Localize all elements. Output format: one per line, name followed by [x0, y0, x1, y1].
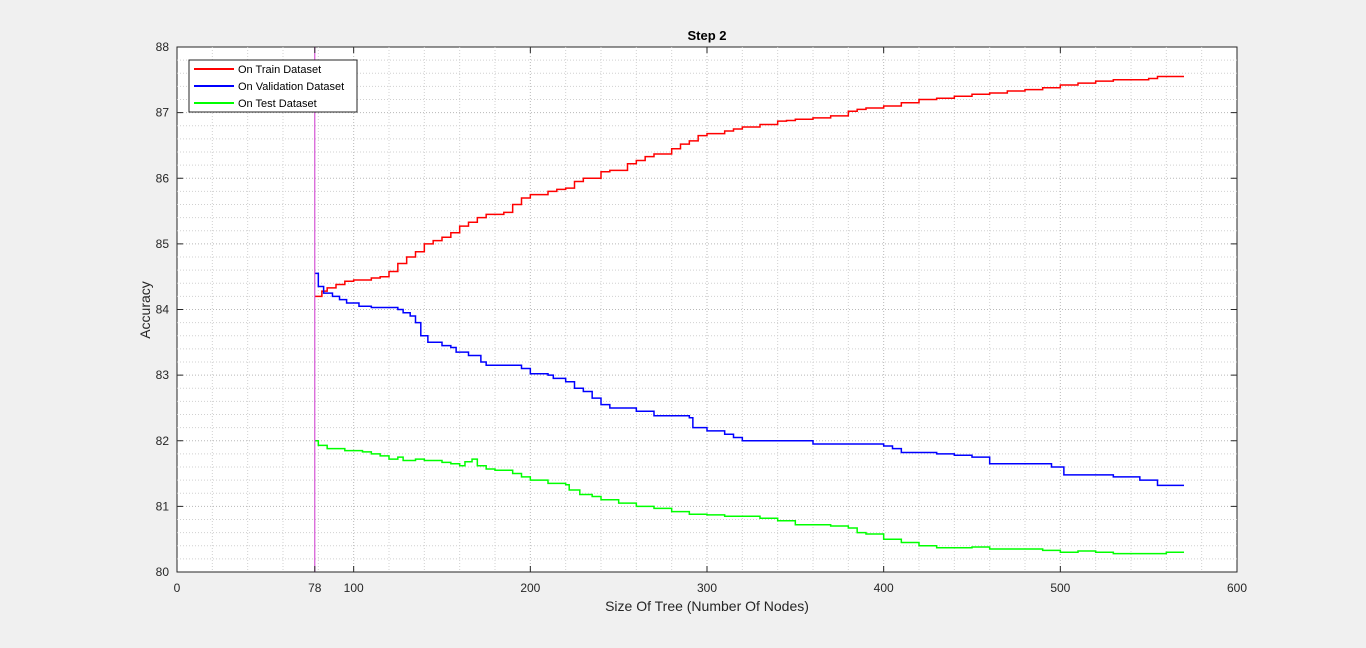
series-line-on-test-dataset — [314, 440, 1184, 555]
x-tick-label: 78 — [308, 581, 322, 595]
y-tick-label: 88 — [156, 40, 170, 54]
y-tick-label: 86 — [156, 171, 170, 185]
y-tick-label: 85 — [156, 237, 170, 251]
minor-grid — [177, 47, 1237, 572]
x-tick-label: 100 — [344, 581, 364, 595]
axis-layer: 0 78 100 200 300 400 500 600 80 81 82 83 84 85 86 87 88 — [156, 40, 1248, 595]
series-layer — [314, 75, 1184, 555]
y-tick-label: 83 — [156, 368, 170, 382]
y-tick-label: 80 — [156, 565, 170, 579]
legend: On Train Dataset On Validation Dataset O… — [188, 59, 358, 113]
x-tick-label: 600 — [1227, 581, 1247, 595]
y-tick-label: 82 — [156, 434, 170, 448]
series-line-on-train-dataset — [314, 75, 1184, 298]
x-tick-label: 400 — [874, 581, 894, 595]
legend-label-test: On Test Dataset — [238, 98, 317, 110]
x-tick-label: 300 — [697, 581, 717, 595]
y-tick-label: 84 — [156, 303, 170, 317]
legend-label-validation: On Validation Dataset — [238, 81, 344, 93]
legend-label-train: On Train Dataset — [238, 64, 321, 76]
y-tick-label: 81 — [156, 499, 170, 513]
x-tick-label: 0 — [174, 581, 181, 595]
chart-title: Step 2 — [687, 28, 726, 43]
x-tick-label: 500 — [1050, 581, 1070, 595]
x-axis-label: Size Of Tree (Number Of Nodes) — [605, 598, 809, 614]
x-tick-label: 200 — [520, 581, 540, 595]
y-tick-label: 87 — [156, 106, 170, 120]
series-line-on-validation-dataset — [314, 272, 1184, 487]
y-axis-label: Accuracy — [137, 281, 153, 339]
